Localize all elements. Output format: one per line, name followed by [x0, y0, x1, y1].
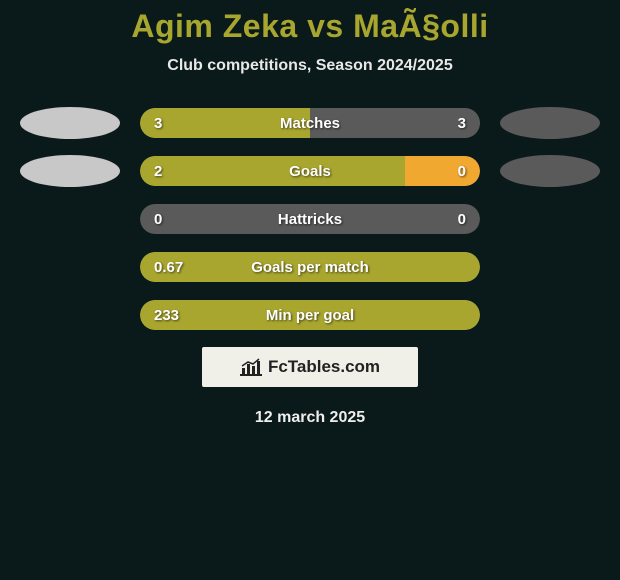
bar-label: Goals per match [140, 259, 480, 276]
stat-row: 33Matches [0, 107, 620, 139]
team-logo-right [500, 107, 600, 139]
team-logo-right [500, 155, 600, 187]
stat-row: 0.67Goals per match [0, 251, 620, 283]
stat-bar: 233Min per goal [140, 300, 480, 330]
bar-label: Min per goal [140, 307, 480, 324]
stat-row: 233Min per goal [0, 299, 620, 331]
page-title: Agim Zeka vs MaÃ§olli [0, 8, 620, 45]
team-logo-left [20, 155, 120, 187]
bar-label: Goals [140, 163, 480, 180]
attribution-box: FcTables.com [202, 347, 418, 387]
bar-label: Hattricks [140, 211, 480, 228]
stat-bar: 20Goals [140, 156, 480, 186]
infographic-container: Agim Zeka vs MaÃ§olli Club competitions,… [0, 0, 620, 427]
team-logo-left [20, 107, 120, 139]
bar-label: Matches [140, 115, 480, 132]
attribution-text: FcTables.com [268, 357, 380, 377]
stat-bar: 00Hattricks [140, 204, 480, 234]
stat-row: 00Hattricks [0, 203, 620, 235]
date-label: 12 march 2025 [0, 409, 620, 427]
stat-row: 20Goals [0, 155, 620, 187]
stat-bar: 0.67Goals per match [140, 252, 480, 282]
subtitle: Club competitions, Season 2024/2025 [0, 57, 620, 75]
bars-list: 33Matches 20Goals 00Hattricks 0.67Goals per… [0, 107, 620, 331]
stat-bar: 33Matches [140, 108, 480, 138]
chart-icon [240, 358, 262, 376]
